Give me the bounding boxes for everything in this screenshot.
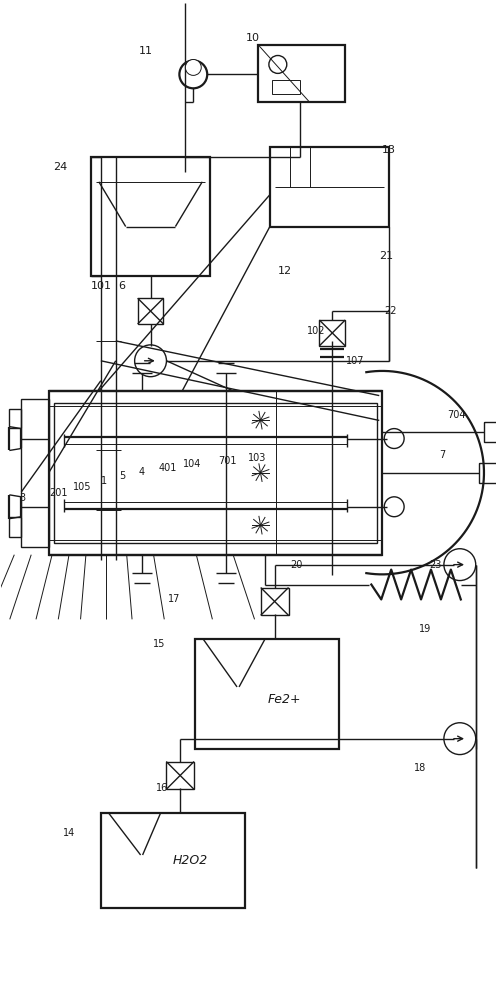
Text: 105: 105	[73, 482, 91, 492]
Bar	[9, 409, 21, 428]
Text: 19: 19	[419, 624, 431, 634]
Text: 102: 102	[307, 326, 325, 336]
Bar	[91, 157, 210, 276]
Text: 20: 20	[290, 560, 302, 570]
Text: 401: 401	[159, 463, 177, 473]
Text: 6: 6	[119, 281, 126, 291]
Text: 11: 11	[139, 46, 153, 56]
Text: 201: 201	[49, 488, 68, 498]
Text: 101: 101	[91, 281, 112, 291]
Text: 17: 17	[168, 594, 181, 604]
Bar	[195, 639, 339, 749]
Bar	[258, 45, 345, 102]
Bar	[261, 588, 289, 615]
Text: 10: 10	[246, 33, 260, 43]
Circle shape	[185, 59, 201, 75]
Bar	[54, 403, 377, 543]
Text: 14: 14	[63, 828, 75, 838]
Text: 107: 107	[345, 356, 364, 366]
Text: 24: 24	[53, 162, 68, 172]
Bar	[270, 147, 389, 227]
Bar	[138, 298, 164, 324]
Text: 4: 4	[139, 467, 145, 477]
Bar	[320, 320, 345, 346]
Bar	[101, 813, 245, 908]
Text: 21: 21	[379, 251, 394, 261]
Text: 15: 15	[153, 639, 165, 649]
Text: 3: 3	[19, 493, 25, 503]
Bar	[480, 463, 497, 483]
Text: 12: 12	[278, 266, 292, 276]
Bar	[21, 399, 49, 547]
Bar	[166, 762, 194, 789]
Text: 23: 23	[429, 560, 441, 570]
Bar	[485, 422, 497, 442]
Text: 22: 22	[384, 306, 397, 316]
Bar	[272, 80, 300, 94]
Bar	[9, 517, 21, 537]
Text: 13: 13	[382, 145, 396, 155]
Text: 1: 1	[101, 476, 107, 486]
Text: 7: 7	[439, 450, 445, 460]
Text: 16: 16	[156, 783, 168, 793]
Text: 18: 18	[414, 763, 426, 773]
Text: H2O2: H2O2	[172, 854, 208, 867]
Text: 5: 5	[119, 471, 125, 481]
Bar	[49, 391, 382, 555]
Text: 103: 103	[248, 453, 266, 463]
Text: 704: 704	[447, 410, 465, 420]
Text: 701: 701	[218, 456, 237, 466]
Text: Fe2+: Fe2+	[268, 693, 302, 706]
Text: 104: 104	[183, 459, 202, 469]
